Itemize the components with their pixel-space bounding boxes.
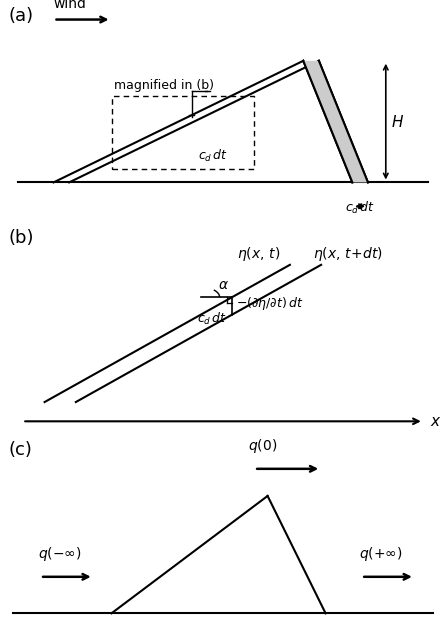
- Text: wind: wind: [54, 0, 87, 11]
- Text: $c_d\,dt$: $c_d\,dt$: [345, 200, 375, 216]
- Text: $\alpha$: $\alpha$: [218, 279, 229, 293]
- Polygon shape: [303, 61, 368, 182]
- Text: $c_d\,dt$: $c_d\,dt$: [198, 148, 228, 164]
- Text: $q(+\infty)$: $q(+\infty)$: [359, 544, 403, 562]
- Text: $\eta(x,\,t)$: $\eta(x,\,t)$: [237, 245, 281, 263]
- Text: $H$: $H$: [391, 114, 404, 130]
- Text: $q(0)$: $q(0)$: [248, 437, 277, 455]
- Text: (c): (c): [8, 441, 32, 459]
- Text: $\eta(x,\,t\!+\!dt)$: $\eta(x,\,t\!+\!dt)$: [313, 245, 383, 263]
- Text: magnified in (b): magnified in (b): [114, 79, 214, 92]
- Text: $-(\partial\eta/\partial t)\,dt$: $-(\partial\eta/\partial t)\,dt$: [236, 295, 304, 312]
- Text: $q(-\infty)$: $q(-\infty)$: [38, 544, 82, 562]
- Text: $c_d\,dt$: $c_d\,dt$: [197, 311, 227, 327]
- Text: $x$: $x$: [430, 414, 442, 429]
- Text: (b): (b): [8, 229, 33, 247]
- Text: (a): (a): [8, 6, 33, 24]
- Bar: [112, 96, 254, 169]
